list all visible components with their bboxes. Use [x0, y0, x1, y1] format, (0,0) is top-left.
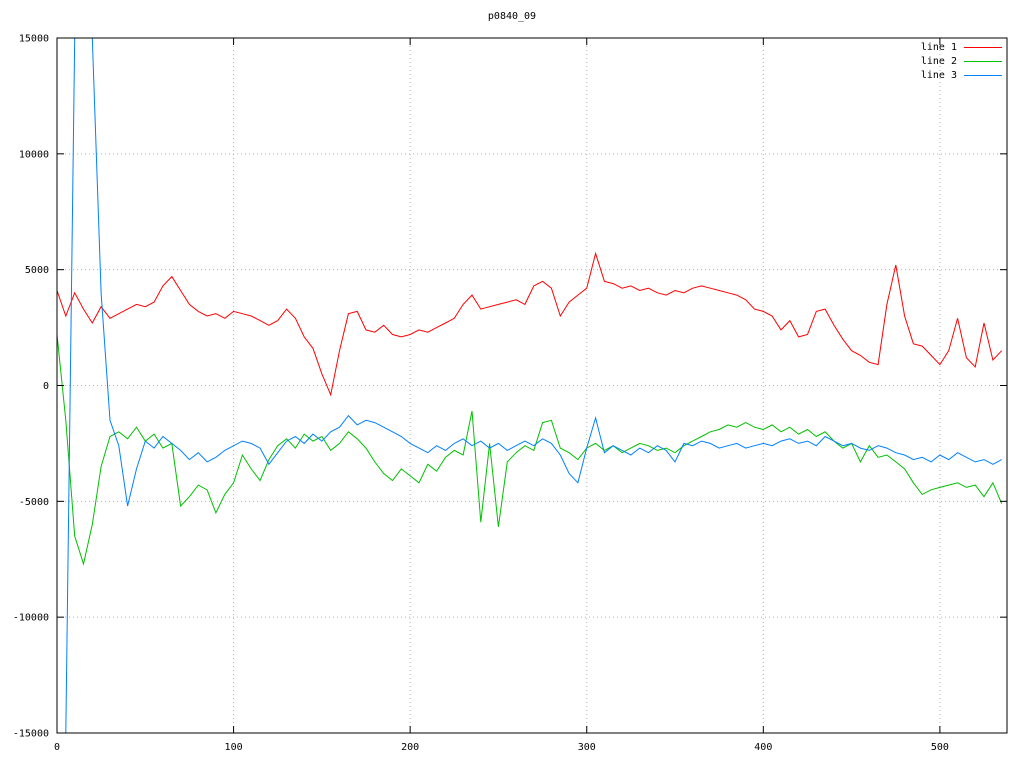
plot-border	[56, 37, 1008, 734]
series-line-3	[57, 38, 1002, 733]
series-line-1	[57, 251, 1003, 397]
legend-entry: line 1	[921, 40, 1002, 54]
legend-line-sample	[964, 46, 1002, 48]
legend-label: line 1	[920, 41, 957, 53]
x-tick-label: 0	[54, 742, 60, 753]
x-tick-label: 300	[578, 742, 596, 753]
y-tick-label: 5000	[25, 265, 49, 276]
legend-line-sample	[964, 74, 1002, 76]
y-tick-label: -15000	[13, 729, 49, 740]
legend-entry: line 2	[921, 54, 1002, 68]
legend-label: line 2	[920, 55, 957, 67]
x-tick-label: 400	[754, 742, 772, 753]
y-tick-label: -5000	[19, 497, 49, 508]
legend-entry: line 3	[921, 68, 1002, 82]
x-tick-label: 500	[931, 742, 949, 753]
y-tick-label: 15000	[19, 34, 49, 45]
y-tick-label: -10000	[13, 613, 49, 624]
y-tick-label: 10000	[19, 149, 49, 160]
x-tick-label: 200	[401, 742, 419, 753]
series-line-2	[57, 334, 1003, 566]
legend-label: line 3	[920, 69, 957, 81]
x-tick-label: 100	[225, 742, 243, 753]
legend-line-sample	[964, 60, 1002, 62]
y-tick-label: 0	[43, 381, 49, 392]
legend: line 1 line 2 line 3	[921, 40, 1002, 82]
chart-title: p0840_09	[487, 11, 537, 22]
